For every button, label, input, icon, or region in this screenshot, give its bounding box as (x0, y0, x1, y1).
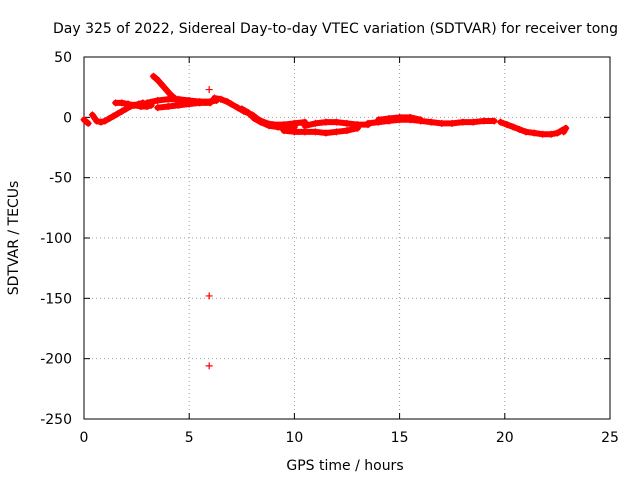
y-tick-label: 50 (54, 50, 72, 66)
y-tick-label: 0 (63, 110, 72, 126)
x-axis-label: GPS time / hours (286, 458, 403, 474)
data-point (205, 362, 213, 370)
x-tick-label: 15 (391, 430, 409, 446)
data-band-segment (81, 116, 92, 127)
y-tick-label: -250 (40, 412, 72, 428)
data-band-segment (144, 102, 155, 110)
series-outliers (205, 292, 213, 370)
x-tick-label: 25 (601, 430, 619, 446)
y-tick-label: -100 (40, 231, 72, 247)
x-tick-label: 5 (185, 430, 194, 446)
x-tick-label: 20 (496, 430, 514, 446)
chart-title: Day 325 of 2022, Sidereal Day-to-day VTE… (53, 21, 618, 37)
data-band-segment (407, 114, 424, 123)
series-sdtvar (80, 72, 570, 138)
x-tick-label: 0 (80, 430, 89, 446)
y-tick-label: -50 (49, 171, 72, 187)
data-band-segment (344, 125, 361, 134)
data-point (205, 292, 213, 300)
x-tick-label: 10 (285, 430, 303, 446)
data-band-segment (291, 119, 308, 127)
data-markers (80, 72, 570, 370)
y-tick-label: -150 (40, 291, 72, 307)
data-point (205, 86, 213, 94)
y-axis-label: SDTVAR / TECUs (6, 181, 22, 296)
y-tick-label: -200 (40, 352, 72, 368)
grid (84, 57, 610, 419)
data-band-segment (560, 125, 569, 135)
plot-frame (83, 56, 611, 420)
axis-ticks: 0 5 10 15 20 25 -250 -200 -150 -100 -50 0 50 (40, 50, 619, 446)
